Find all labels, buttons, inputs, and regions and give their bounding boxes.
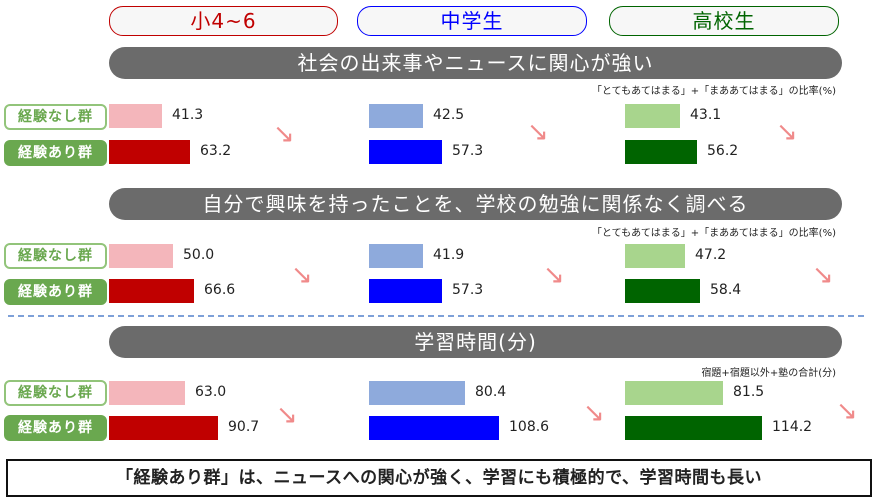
group-header-elementary: 小4~6 xyxy=(109,6,338,36)
bar-none-junior-high xyxy=(369,244,423,268)
bar-none-elementary xyxy=(109,104,162,128)
bar-exp-junior-high xyxy=(369,279,442,303)
bar-none-high-school xyxy=(625,244,685,268)
bar-value-label: 81.5 xyxy=(733,384,765,400)
bar-exp-elementary xyxy=(109,416,218,440)
label-no-experience: 経験なし群 xyxy=(4,104,107,130)
down-right-arrow-icon: ↘ xyxy=(276,400,298,430)
label-with-experience: 経験あり群 xyxy=(4,140,107,166)
label-with-experience: 経験あり群 xyxy=(4,415,107,441)
down-right-arrow-icon: ↘ xyxy=(291,260,313,290)
down-right-arrow-icon: ↘ xyxy=(583,398,605,428)
bar-value-label: 63.0 xyxy=(195,384,227,400)
bar-exp-elementary xyxy=(109,140,190,164)
bar-value-label: 47.2 xyxy=(695,247,727,263)
bar-none-high-school xyxy=(625,104,680,128)
bar-value-label: 43.1 xyxy=(690,107,722,123)
bar-value-label: 90.7 xyxy=(228,419,260,435)
label-no-experience: 経験なし群 xyxy=(4,380,107,406)
summary-text: 「経験あり群」は、ニュースへの関心が強く、学習にも積極的で、学習時間も長い xyxy=(6,459,872,497)
down-right-arrow-icon: ↘ xyxy=(273,119,295,149)
bar-value-label: 58.4 xyxy=(710,282,742,298)
bar-none-elementary xyxy=(109,244,173,268)
bar-value-label: 108.6 xyxy=(509,419,550,435)
bar-value-label: 80.4 xyxy=(475,384,507,400)
bar-exp-high-school xyxy=(625,140,697,164)
group-header-junior-high: 中学生 xyxy=(357,6,587,36)
down-right-arrow-icon: ↘ xyxy=(543,260,565,290)
bar-none-junior-high xyxy=(369,381,465,405)
bar-exp-high-school xyxy=(625,416,762,440)
group-header-high-school: 高校生 xyxy=(609,6,839,36)
section-note-study-time: 宿題+宿題以外+塾の合計(分) xyxy=(701,368,836,379)
bar-value-label: 63.2 xyxy=(200,143,232,159)
label-no-experience: 経験なし群 xyxy=(4,243,107,269)
down-right-arrow-icon: ↘ xyxy=(836,396,858,426)
bar-none-elementary xyxy=(109,381,185,405)
bar-exp-high-school xyxy=(625,279,700,303)
bar-value-label: 66.6 xyxy=(204,282,236,298)
bar-value-label: 57.3 xyxy=(452,143,484,159)
down-right-arrow-icon: ↘ xyxy=(527,117,549,147)
bar-exp-junior-high xyxy=(369,140,442,164)
bar-none-junior-high xyxy=(369,104,423,128)
bar-exp-elementary xyxy=(109,279,194,303)
down-right-arrow-icon: ↘ xyxy=(776,117,798,147)
bar-exp-junior-high xyxy=(369,416,499,440)
section-note-news-interest: 「とてもあてはまる」+「まああてはまる」の比率(%) xyxy=(591,86,836,97)
bar-value-label: 50.0 xyxy=(183,247,215,263)
bar-value-label: 42.5 xyxy=(433,107,465,123)
section-title-self-research: 自分で興味を持ったことを、学校の勉強に関係なく調べる xyxy=(109,188,842,220)
label-with-experience: 経験あり群 xyxy=(4,279,107,305)
section-divider xyxy=(8,315,864,317)
bar-value-label: 114.2 xyxy=(772,419,813,435)
section-title-news-interest: 社会の出来事やニュースに関心が強い xyxy=(109,47,842,79)
bar-value-label: 41.9 xyxy=(433,247,465,263)
bar-value-label: 57.3 xyxy=(452,282,484,298)
bar-value-label: 56.2 xyxy=(707,143,739,159)
bar-none-high-school xyxy=(625,381,723,405)
section-note-self-research: 「とてもあてはまる」+「まああてはまる」の比率(%) xyxy=(591,228,836,239)
bar-value-label: 41.3 xyxy=(172,107,204,123)
section-title-study-time: 学習時間(分) xyxy=(109,326,842,358)
down-right-arrow-icon: ↘ xyxy=(812,260,834,290)
